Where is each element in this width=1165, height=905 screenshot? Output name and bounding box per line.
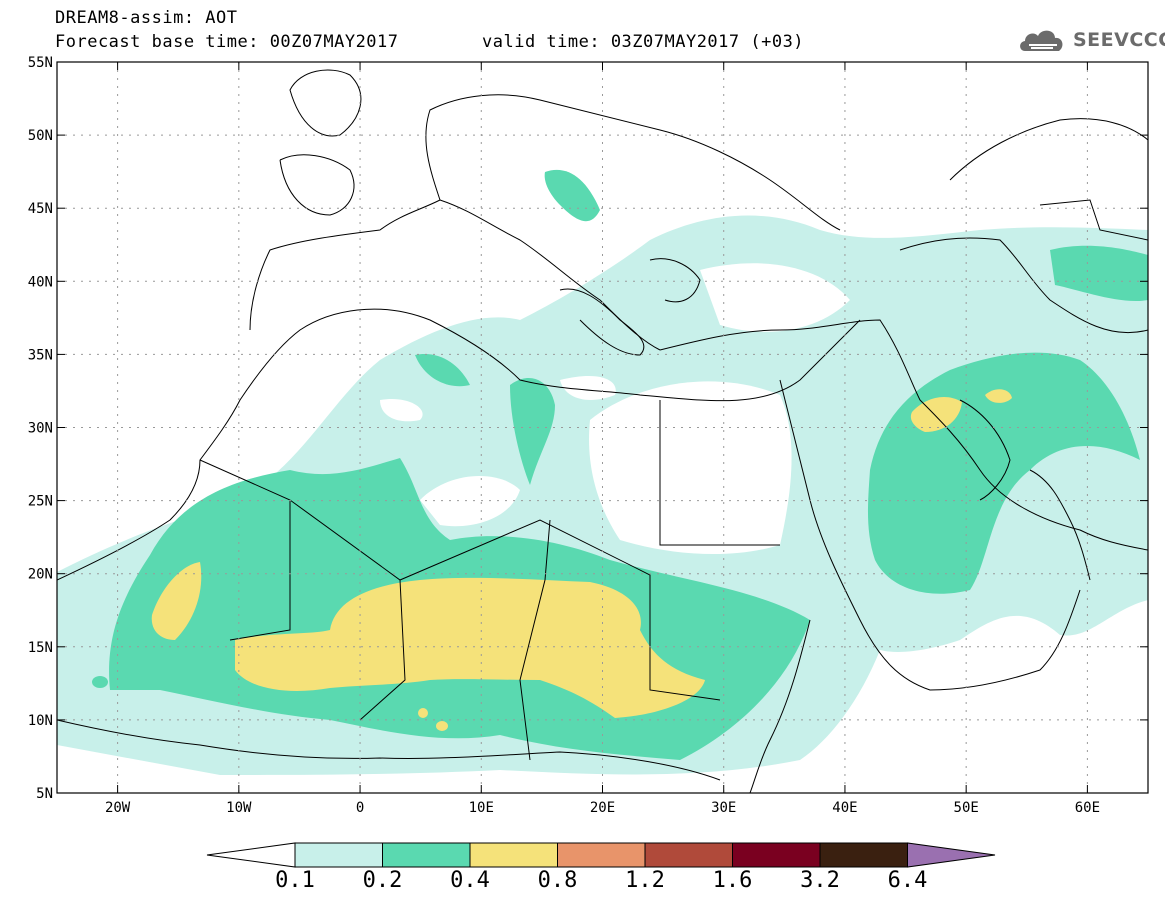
colorbar-label: 0.1 — [275, 868, 315, 893]
aot-gap — [420, 476, 520, 527]
lat-label: 25N — [28, 494, 53, 510]
forecast-base-time: Forecast base time: 00Z07MAY2017 — [55, 32, 399, 52]
coastlines-and-borders — [57, 69, 1148, 793]
aot-gap — [700, 263, 850, 332]
aot-gap — [589, 381, 792, 555]
seevccc-logo: SEEVCCC — [1017, 22, 1165, 58]
aot-contour-0.2 — [92, 676, 108, 688]
lon-label: 30E — [711, 800, 736, 816]
lat-label: 5N — [36, 786, 53, 802]
colorbar-bin — [732, 842, 821, 868]
lon-label: 50E — [954, 800, 979, 816]
valid-time: valid time: 03Z07MAY2017 (+03) — [482, 32, 805, 52]
colorbar-label: 0.8 — [537, 868, 578, 893]
colorbar-bin — [469, 842, 558, 868]
lat-label: 55N — [28, 55, 53, 71]
colorbar-arrow-high — [907, 842, 996, 868]
colorbar-bin — [819, 842, 908, 868]
lat-label: 45N — [28, 201, 53, 217]
lon-label: 20W — [105, 800, 131, 816]
lat-label: 30N — [28, 421, 53, 437]
longitude-labels: 20W 10W 0 10E 20E 30E 40E 50E 60E — [105, 800, 1100, 816]
colorbar — [206, 842, 996, 868]
lat-label: 40N — [28, 274, 53, 290]
lon-label: 20E — [590, 800, 615, 816]
colorbar-arrow-low — [206, 842, 296, 868]
aot-contour-0.4 — [436, 721, 448, 731]
aot-contour-0.4 — [910, 397, 962, 432]
aot-contour-0.4 — [985, 389, 1012, 403]
cloud-icon — [1020, 30, 1063, 51]
aot-contour-0.2 — [510, 377, 555, 485]
colorbar-label: 1.6 — [712, 868, 753, 893]
aot-gap — [560, 375, 616, 400]
lat-label: 15N — [28, 640, 53, 656]
lat-label: 35N — [28, 347, 53, 363]
colorbar-bin — [644, 842, 733, 868]
aot-contour-0.4 — [418, 708, 428, 718]
lon-label: 40E — [832, 800, 857, 816]
colorbar-bin — [557, 842, 646, 868]
lon-label: 60E — [1075, 800, 1100, 816]
lon-label: 10W — [226, 800, 252, 816]
lat-label: 50N — [28, 128, 53, 144]
colorbar-label: 3.2 — [800, 868, 840, 893]
colorbar-bin — [294, 842, 383, 868]
aot-contour-0.4 — [151, 562, 202, 640]
latitude-labels: 55N 50N 45N 40N 35N 30N 25N 20N 15N 10N 5N — [28, 55, 53, 802]
aot-gap — [380, 399, 423, 422]
map-title: DREAM8-assim: AOT — [55, 8, 238, 28]
aot-contour-0.4 — [235, 577, 705, 718]
lat-label: 10N — [28, 713, 53, 729]
colorbar-label: 0.4 — [450, 868, 490, 893]
colorbar-label: 1.2 — [625, 868, 665, 893]
lon-label: 10E — [469, 800, 494, 816]
aot-contour-0.2 — [415, 354, 470, 387]
colorbar-label: 0.2 — [362, 868, 403, 893]
colorbar-label: 6.4 — [887, 868, 928, 893]
axis-ticks — [57, 61, 1148, 794]
aot-contour-0.2 — [1050, 245, 1148, 302]
lon-label: 0 — [356, 800, 364, 816]
lat-label: 20N — [28, 567, 53, 583]
graticule — [57, 62, 1148, 793]
logo-text: SEEVCCC — [1073, 29, 1165, 51]
colorbar-bin — [382, 842, 471, 868]
